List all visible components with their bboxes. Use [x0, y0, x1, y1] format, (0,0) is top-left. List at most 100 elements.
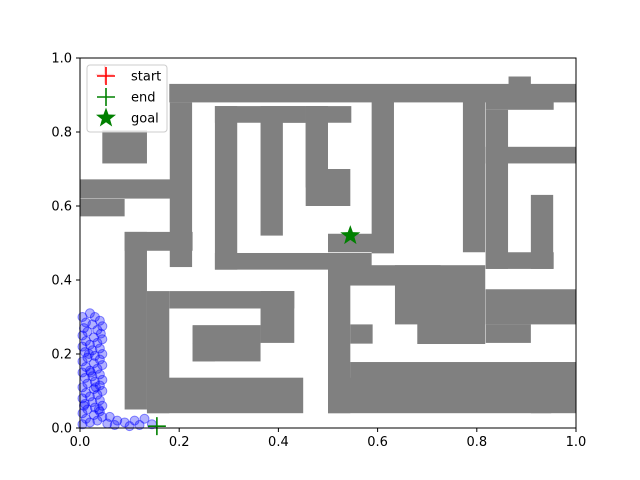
- maze-wall: [485, 109, 509, 269]
- maze-wall: [214, 106, 238, 270]
- sample-point: [95, 328, 106, 339]
- x-tick-label: 0.2: [169, 435, 190, 450]
- maze-walls: [80, 76, 576, 414]
- legend-start-marker: [97, 67, 115, 85]
- sample-point: [87, 319, 98, 330]
- sample-point: [80, 413, 91, 424]
- sample-point: [88, 358, 99, 369]
- sample-point: [92, 363, 103, 374]
- sample-point: [112, 415, 123, 426]
- sample-point: [84, 339, 95, 350]
- maze-wall: [260, 291, 295, 343]
- sample-point: [92, 324, 103, 335]
- sample-point: [92, 337, 103, 348]
- sample-point: [97, 411, 108, 422]
- sample-point: [97, 334, 108, 345]
- sample-point: [87, 397, 98, 408]
- maze-wall: [305, 106, 328, 188]
- sample-point: [94, 354, 105, 365]
- sample-point: [88, 384, 99, 395]
- sample-point: [104, 411, 115, 422]
- sample-point: [94, 380, 105, 391]
- sample-point: [84, 391, 95, 402]
- sample-point: [102, 418, 113, 429]
- sample-point: [97, 400, 108, 411]
- sample-point: [84, 417, 95, 428]
- sample-point: [88, 410, 99, 421]
- sample-point: [87, 371, 98, 382]
- sample-point: [78, 400, 89, 411]
- sample-point: [84, 365, 95, 376]
- sample-point: [80, 336, 91, 347]
- sample-point: [94, 343, 105, 354]
- sample-point: [92, 415, 103, 426]
- sample-point: [82, 326, 93, 337]
- maze-wall: [169, 102, 193, 268]
- maze-wall: [305, 106, 352, 123]
- maze-wall: [146, 377, 304, 414]
- maze-wall: [530, 362, 576, 414]
- sample-point: [119, 417, 130, 428]
- sample-point: [134, 420, 145, 431]
- maze-wall: [417, 289, 486, 345]
- sample-point: [97, 349, 108, 359]
- sample-point: [139, 413, 150, 424]
- sample-point: [92, 389, 103, 400]
- maze-wall: [328, 187, 351, 206]
- sample-point: [77, 419, 88, 430]
- sample-point: [89, 376, 100, 387]
- sample-point: [109, 420, 120, 431]
- x-tick-label: 0.0: [70, 435, 91, 450]
- axis-ticks: 0.0 0.2 0.4 0.6 0.8 1.0 0.0 0.2 0.4 0.6 0.8 1.0: [51, 52, 586, 451]
- sample-point: [94, 406, 105, 417]
- x-tick-label: 0.4: [268, 435, 289, 450]
- sample-point: [80, 361, 91, 372]
- sample-point: [97, 386, 108, 396]
- maze-wall: [508, 76, 531, 94]
- sample-point: [89, 402, 100, 413]
- maze-wall: [192, 325, 261, 344]
- maze-wall: [328, 233, 373, 253]
- maze-wall: [328, 377, 552, 414]
- maze-wall: [328, 265, 351, 414]
- sample-point: [97, 360, 108, 371]
- sample-point: [97, 321, 108, 332]
- maze-wall: [124, 231, 147, 410]
- x-tick-label: 1.0: [566, 435, 587, 450]
- sample-point: [82, 378, 93, 389]
- sample-point: [94, 369, 105, 380]
- sample-point: [89, 312, 100, 322]
- sample-point: [83, 349, 94, 359]
- maze-wall: [530, 194, 554, 269]
- maze-wall: [80, 198, 125, 217]
- sample-point: [129, 415, 140, 426]
- maze-wall: [485, 324, 531, 343]
- sample-point: [90, 382, 101, 393]
- sample-point: [82, 404, 93, 415]
- sample-point: [89, 350, 100, 361]
- sample-point: [94, 395, 105, 406]
- sample-point: [80, 387, 91, 398]
- y-tick-label: 0.2: [51, 348, 72, 363]
- y-tick-label: 0.0: [51, 422, 72, 437]
- sample-point: [80, 317, 91, 328]
- maze-wall: [260, 106, 306, 123]
- sample-point: [78, 323, 89, 334]
- y-tick-label: 0.6: [51, 200, 72, 215]
- sample-point: [124, 421, 135, 432]
- maze-wall: [102, 130, 147, 164]
- y-tick-label: 0.8: [51, 126, 72, 141]
- y-tick-label: 1.0: [51, 52, 72, 67]
- y-tick-label: 0.4: [51, 274, 72, 289]
- legend-goal-label: goal: [131, 112, 159, 127]
- x-tick-label: 0.6: [367, 435, 388, 450]
- maze-wall: [462, 96, 486, 253]
- sample-point: [93, 404, 104, 415]
- sample-point: [94, 315, 105, 326]
- maze-wall: [350, 324, 373, 344]
- maze-wall: [350, 362, 576, 379]
- sample-point: [87, 345, 98, 356]
- sample-point: [82, 352, 93, 363]
- sample-point: [85, 367, 96, 378]
